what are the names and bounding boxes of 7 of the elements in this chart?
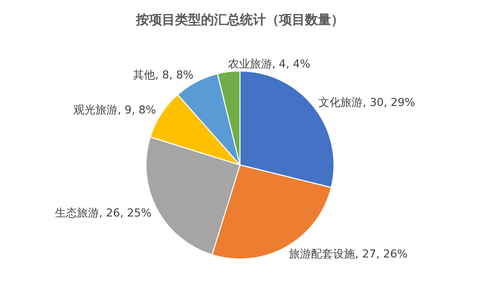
chart-title: 按项目类型的汇总统计（项目数量） — [135, 12, 344, 28]
slice-label: 旅游配套设施, 27, 26% — [289, 248, 408, 261]
slice-label: 其他, 8, 8% — [133, 68, 194, 82]
slice-label: 文化旅游, 30, 29% — [318, 96, 416, 109]
slice-label: 观光旅游, 9, 8% — [74, 103, 156, 116]
slice-label: 生态旅游, 26, 25% — [55, 206, 152, 220]
slice-label: 农业旅游, 4, 4% — [228, 58, 310, 71]
